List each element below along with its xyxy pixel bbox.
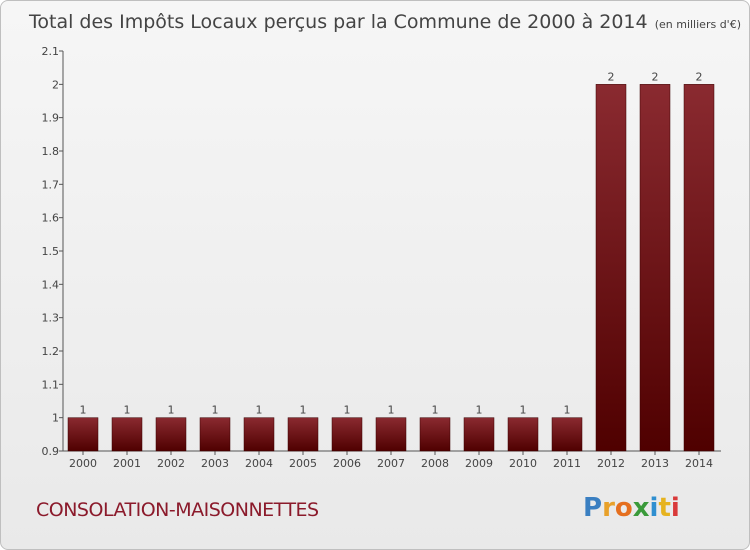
bar bbox=[507, 417, 539, 452]
x-tick-label: 2009 bbox=[465, 457, 493, 470]
x-tick-label: 2007 bbox=[377, 457, 405, 470]
y-tick-label: 1.4 bbox=[42, 278, 60, 291]
bar bbox=[595, 84, 627, 452]
y-tick-label: 1.2 bbox=[42, 345, 60, 358]
bar-value-label: 1 bbox=[344, 404, 351, 417]
bar bbox=[375, 417, 407, 452]
logo-letter: P bbox=[583, 493, 602, 523]
bar-value-label: 2 bbox=[652, 70, 659, 83]
bar bbox=[155, 417, 187, 452]
proxiti-logo: Proxiti bbox=[583, 493, 680, 523]
bar bbox=[419, 417, 451, 452]
y-tick-label: 2.1 bbox=[42, 45, 60, 58]
bar bbox=[551, 417, 583, 452]
bar bbox=[639, 84, 671, 452]
chart-title: Total des Impôts Locaux perçus par la Co… bbox=[28, 11, 741, 33]
y-tick-label: 1.5 bbox=[42, 245, 60, 258]
x-tick-label: 2011 bbox=[553, 457, 581, 470]
bar bbox=[683, 84, 715, 452]
bar-value-label: 2 bbox=[696, 70, 703, 83]
bar-value-label: 2 bbox=[608, 70, 615, 83]
labels: 1 2000 1 2001 1 2002 1 2003 1 2004 1 2005 1 2006 1 2007… bbox=[69, 70, 713, 470]
bar-value-label: 1 bbox=[168, 404, 175, 417]
x-tick-label: 2002 bbox=[157, 457, 185, 470]
bar-value-label: 1 bbox=[300, 404, 307, 417]
x-tick-label: 2008 bbox=[421, 457, 449, 470]
x-tick-label: 2013 bbox=[641, 457, 669, 470]
logo-letter: o bbox=[615, 493, 633, 523]
x-tick-label: 2005 bbox=[289, 457, 317, 470]
y-tick-label: 1.7 bbox=[42, 178, 60, 191]
title-unit: (en milliers d'€) bbox=[655, 18, 741, 31]
y-tick-label: 1.3 bbox=[42, 312, 60, 325]
y-tick-label: 1.1 bbox=[42, 378, 60, 391]
x-tick-label: 2000 bbox=[69, 457, 97, 470]
x-tick-label: 2012 bbox=[597, 457, 625, 470]
logo-letter: i bbox=[671, 493, 680, 523]
bar-value-label: 1 bbox=[476, 404, 483, 417]
y-tick-label: 1.6 bbox=[42, 212, 60, 225]
bar bbox=[287, 417, 319, 452]
bar-value-label: 1 bbox=[564, 404, 571, 417]
y-tick-label: 0.9 bbox=[42, 445, 60, 458]
bar-value-label: 1 bbox=[124, 404, 131, 417]
commune-name: CONSOLATION-MAISONNETTES bbox=[36, 499, 319, 521]
bar bbox=[463, 417, 495, 452]
bar-value-label: 1 bbox=[212, 404, 219, 417]
y-tick-label: 2 bbox=[52, 78, 59, 91]
x-tick-label: 2003 bbox=[201, 457, 229, 470]
bar bbox=[243, 417, 275, 452]
y-tick-label: 1.8 bbox=[42, 145, 60, 158]
x-tick-label: 2001 bbox=[113, 457, 141, 470]
x-tick-label: 2014 bbox=[685, 457, 713, 470]
logo-letter: x bbox=[633, 493, 650, 523]
logo-letter: r bbox=[602, 493, 615, 523]
title-text: Total des Impôts Locaux perçus par la Co… bbox=[28, 11, 648, 33]
bar bbox=[331, 417, 363, 452]
axes: 0.9 1 1.1 1.2 1.3 1.4 1.5 1.6 1.7 1.8 1.9 2 2.1 bbox=[42, 45, 721, 458]
x-tick-label: 2010 bbox=[509, 457, 537, 470]
bar bbox=[199, 417, 231, 452]
logo-letter: i bbox=[650, 493, 659, 523]
bars bbox=[67, 84, 715, 452]
bar-value-label: 1 bbox=[388, 404, 395, 417]
y-tick-label: 1.9 bbox=[42, 112, 60, 125]
bar-value-label: 1 bbox=[256, 404, 263, 417]
logo-letter: t bbox=[658, 493, 670, 523]
bar-value-label: 1 bbox=[80, 404, 87, 417]
y-tick-label: 1 bbox=[52, 412, 59, 425]
x-tick-label: 2004 bbox=[245, 457, 273, 470]
bar-value-label: 1 bbox=[432, 404, 439, 417]
bar-value-label: 1 bbox=[520, 404, 527, 417]
bar bbox=[67, 417, 99, 452]
bar bbox=[111, 417, 143, 452]
x-tick-label: 2006 bbox=[333, 457, 361, 470]
